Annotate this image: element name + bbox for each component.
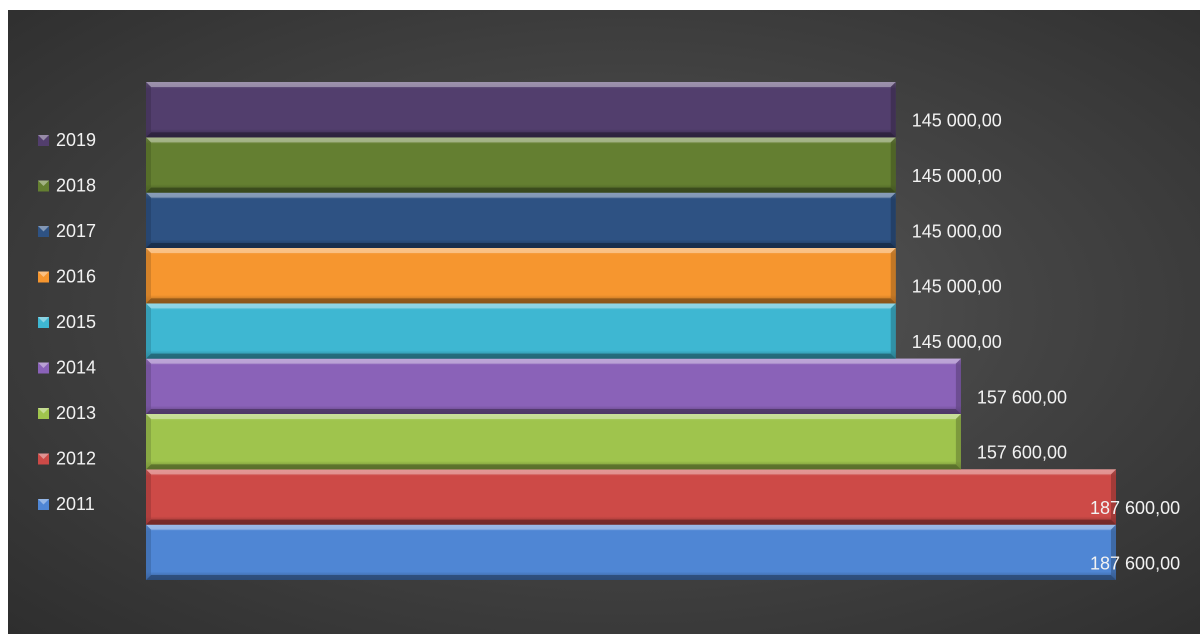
bar-bevel-top-2012 — [146, 469, 1116, 475]
bar-2011 — [146, 524, 1116, 580]
bars-group — [146, 82, 1116, 580]
legend-marker-bevel-2013 — [38, 408, 49, 414]
data-label-2014: 157 600,00 — [977, 387, 1067, 407]
bar-2015 — [146, 303, 896, 359]
data-label-2011: 187 600,00 — [1090, 553, 1180, 573]
legend-marker-bevel-2019 — [38, 135, 49, 141]
data-label-2019: 145 000,00 — [912, 111, 1002, 131]
data-label-2012: 187 600,00 — [1090, 498, 1180, 518]
legend-marker-bevel-2014 — [38, 362, 49, 368]
data-label-2015: 145 000,00 — [912, 332, 1002, 352]
bar-bevel-left-2016 — [146, 248, 151, 304]
legend-label-2019: 2019 — [56, 130, 96, 150]
legend-marker-bevel-2016 — [38, 271, 49, 277]
legend-label-2016: 2016 — [56, 267, 96, 287]
legend-label-2017: 2017 — [56, 221, 96, 241]
bar-bevel-top-2017 — [146, 192, 896, 198]
legend-label-2015: 2015 — [56, 312, 96, 332]
bar-2012 — [146, 469, 1116, 525]
bar-2019 — [146, 82, 896, 138]
legend: 2011 2012 2013 2014 2015 2016 2017 2018 2019 — [38, 130, 96, 514]
bar-bevel-right-2016 — [890, 248, 896, 304]
legend-marker-bevel-2015 — [38, 317, 49, 323]
bar-bevel-top-2018 — [146, 137, 896, 143]
bar-bevel-right-2012 — [1111, 469, 1116, 525]
bar-2017 — [146, 192, 896, 248]
bar-bevel-left-2017 — [146, 192, 151, 248]
data-labels-group: 187 600,00 187 600,00 157 600,00 157 600,00… — [912, 111, 1180, 574]
bar-bevel-right-2018 — [890, 137, 896, 193]
bar-2013 — [146, 414, 961, 470]
bar-bevel-top-2013 — [146, 414, 961, 419]
bar-bevel-left-2019 — [146, 82, 151, 138]
bar-bevel-top-2019 — [146, 82, 896, 87]
legend-label-2011: 2011 — [56, 494, 95, 514]
bar-2014 — [146, 358, 961, 414]
legend-label-2014: 2014 — [56, 358, 96, 378]
bar-2016 — [146, 248, 896, 304]
legend-marker-bevel-2012 — [38, 453, 49, 459]
bar-bevel-right-2013 — [955, 414, 961, 470]
bar-bevel-bottom-2012 — [146, 519, 1116, 525]
bar-bevel-top-2014 — [146, 358, 961, 364]
bar-chart: 187 600,00 187 600,00 157 600,00 157 600,00… — [38, 82, 1180, 580]
bar-bevel-bottom-2013 — [146, 464, 961, 470]
legend-marker-bevel-2018 — [38, 180, 49, 186]
data-label-2017: 145 000,00 — [912, 221, 1002, 241]
legend-marker-bevel-2017 — [38, 226, 49, 232]
bar-bevel-bottom-2014 — [146, 409, 961, 414]
legend-marker-bevel-2011 — [38, 499, 49, 505]
bar-bevel-left-2015 — [146, 303, 151, 359]
bar-bevel-right-2017 — [890, 192, 896, 248]
bar-bevel-bottom-2017 — [146, 243, 896, 248]
bar-bevel-right-2014 — [955, 358, 961, 414]
legend-label-2012: 2012 — [56, 449, 96, 469]
bar-bevel-right-2015 — [890, 303, 896, 359]
bar-bevel-bottom-2011 — [146, 575, 1116, 580]
bar-bevel-bottom-2015 — [146, 353, 896, 359]
bar-bevel-bottom-2018 — [146, 187, 896, 193]
bar-bevel-top-2016 — [146, 248, 896, 253]
bar-bevel-top-2011 — [146, 524, 1116, 530]
data-label-2018: 145 000,00 — [912, 166, 1002, 186]
bar-2018 — [146, 137, 896, 193]
bar-bevel-top-2015 — [146, 303, 896, 309]
legend-label-2018: 2018 — [56, 176, 96, 196]
bar-bevel-right-2019 — [890, 82, 896, 138]
bar-bevel-bottom-2019 — [146, 132, 896, 138]
bar-bevel-left-2012 — [146, 469, 151, 525]
bar-bevel-left-2011 — [146, 524, 151, 580]
bar-bevel-right-2011 — [1111, 524, 1116, 580]
bar-bevel-left-2014 — [146, 358, 151, 414]
data-label-2016: 145 000,00 — [912, 277, 1002, 297]
legend-label-2013: 2013 — [56, 403, 96, 423]
bar-bevel-bottom-2016 — [146, 298, 896, 304]
chart-area: 187 600,00 187 600,00 157 600,00 157 600,00… — [8, 10, 1200, 634]
bar-bevel-left-2018 — [146, 137, 151, 193]
data-label-2013: 157 600,00 — [977, 443, 1067, 463]
bar-bevel-left-2013 — [146, 414, 151, 470]
